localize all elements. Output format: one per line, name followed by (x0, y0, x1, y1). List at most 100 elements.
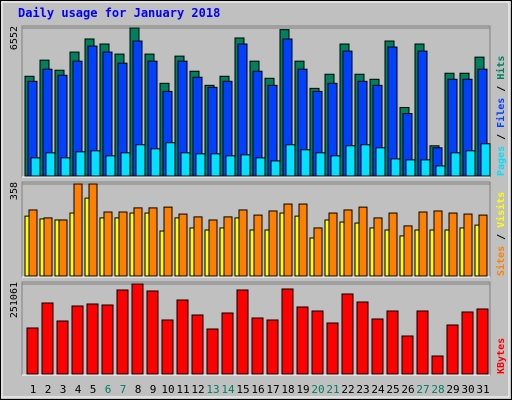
x-tick-label: 20 (311, 383, 324, 396)
bar (208, 219, 218, 277)
bar (193, 216, 203, 277)
bar (236, 289, 249, 375)
bar (103, 211, 113, 277)
x-tick-label: 10 (161, 383, 174, 396)
bar (345, 145, 356, 177)
bar (373, 217, 383, 277)
x-tick-label: 4 (75, 383, 82, 396)
bar (251, 317, 264, 375)
y-tick-label: 358 (9, 182, 20, 200)
x-tick-label: 23 (356, 383, 369, 396)
bar (86, 303, 99, 375)
bar (131, 283, 144, 375)
bar (255, 157, 266, 177)
bar (135, 144, 146, 177)
y-tick-label: 251061 (9, 282, 20, 318)
bar (28, 209, 38, 277)
x-tick-label: 13 (206, 383, 219, 396)
x-tick-label: 2 (45, 383, 52, 396)
legend-separator: / (496, 80, 507, 98)
bar (388, 212, 398, 277)
bar (221, 312, 234, 375)
bar (476, 308, 489, 375)
bar (148, 207, 158, 277)
bar (461, 311, 474, 375)
bar (446, 324, 459, 375)
x-tick-label: 19 (296, 383, 309, 396)
x-tick-label: 18 (281, 383, 294, 396)
bar (178, 213, 188, 277)
x-tick-label: 21 (326, 383, 339, 396)
bar (195, 153, 206, 177)
bar (313, 227, 323, 277)
bar (298, 203, 308, 277)
bar (60, 157, 71, 177)
bar (210, 153, 221, 177)
bar (281, 288, 294, 375)
bar (360, 144, 371, 177)
legend-entry: KBytes (496, 338, 507, 374)
bar (478, 214, 488, 277)
bar (30, 157, 41, 177)
legend-entry: Pages (496, 146, 507, 176)
bar (266, 319, 279, 375)
bar (58, 219, 68, 277)
bar (390, 158, 401, 177)
bar (253, 214, 263, 277)
x-tick-label: 31 (476, 383, 489, 396)
bar (387, 46, 398, 177)
bar (146, 290, 159, 375)
x-tick-label: 28 (431, 383, 444, 396)
bar (417, 50, 428, 177)
bar (448, 212, 458, 277)
x-tick-label: 26 (401, 383, 414, 396)
bar (371, 318, 384, 375)
bar (296, 306, 309, 375)
bar (358, 206, 368, 277)
legend-separator: / (496, 128, 507, 146)
bar (56, 320, 69, 375)
bar (240, 154, 251, 177)
bar (101, 304, 114, 375)
bar (300, 149, 311, 177)
bar (433, 210, 443, 277)
bar (375, 147, 386, 177)
bar (343, 209, 353, 277)
bar (225, 155, 236, 177)
bar (416, 310, 429, 375)
x-tick-label: 22 (341, 383, 354, 396)
bar (465, 150, 476, 177)
legend-entry: Files (495, 98, 507, 128)
bar (285, 144, 296, 177)
bar (401, 335, 414, 375)
bar (71, 305, 84, 375)
x-tick-label: 7 (120, 383, 127, 396)
bar (386, 310, 399, 375)
bar (206, 328, 219, 375)
legend: KBytes (496, 338, 507, 374)
bar (450, 152, 461, 177)
bar (356, 301, 369, 375)
bar (133, 207, 143, 277)
bar (311, 310, 324, 375)
bar (403, 225, 413, 277)
x-tick-label: 25 (386, 383, 399, 396)
legend: Sites / Visits (495, 192, 507, 276)
bar (90, 150, 101, 177)
bar (435, 165, 446, 177)
bar (43, 217, 53, 277)
x-tick-label: 14 (221, 383, 235, 396)
x-tick-label: 29 (446, 383, 459, 396)
x-tick-label: 17 (266, 383, 279, 396)
x-tick-label: 9 (150, 383, 157, 396)
bar (405, 159, 416, 177)
bar (270, 160, 281, 177)
bar (431, 355, 444, 375)
bar (73, 183, 83, 277)
bar (341, 293, 354, 375)
legend-entry: Hits (495, 56, 507, 80)
x-tick-label: 6 (105, 383, 112, 396)
bar (223, 216, 233, 277)
chart-title: Daily usage for January 2018 (18, 6, 220, 20)
